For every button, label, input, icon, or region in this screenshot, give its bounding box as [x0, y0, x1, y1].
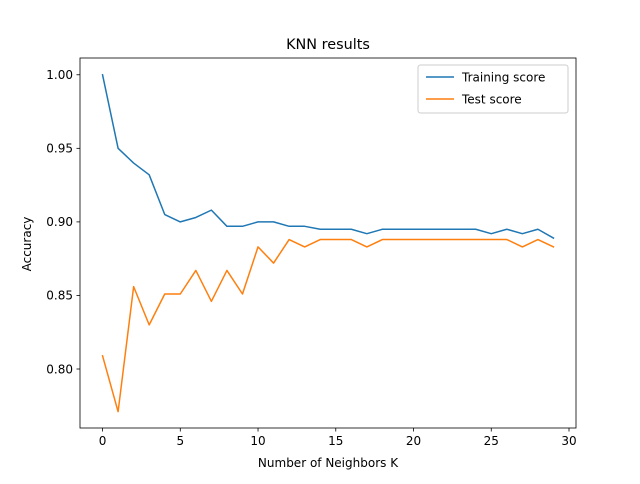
y-tick-label: 1.00 [46, 68, 73, 82]
x-tick-label: 0 [99, 434, 107, 448]
x-axis-ticks: 0 5 10 15 20 25 30 [99, 428, 577, 448]
x-axis-label: Number of Neighbors K [258, 456, 399, 470]
x-tick-label: 30 [561, 434, 576, 448]
axes-frame [79, 57, 577, 429]
x-tick-label: 20 [406, 434, 421, 448]
x-tick-label: 25 [484, 434, 499, 448]
y-tick-label: 0.90 [46, 215, 73, 229]
y-tick-label: 0.95 [46, 142, 73, 156]
plot-area [79, 57, 577, 429]
legend-label: Test score [461, 92, 522, 106]
chart-title: KNN results [286, 37, 370, 53]
series-line-test-score [101, 238, 555, 413]
x-tick-label: 10 [250, 434, 265, 448]
y-tick-label: 0.85 [46, 289, 73, 303]
legend-box [417, 64, 569, 114]
x-tick-label: 5 [176, 434, 184, 448]
series-line-training-score [101, 73, 555, 240]
y-axis-label: Accuracy [20, 217, 34, 272]
x-tick-label: 15 [328, 434, 343, 448]
y-axis-ticks: 0.80 0.85 0.90 0.95 1.00 [46, 68, 80, 376]
series-layer [101, 73, 555, 413]
legend-label: Training score [461, 70, 545, 84]
legend: Training score Test score [417, 64, 569, 114]
y-tick-label: 0.80 [46, 362, 73, 376]
